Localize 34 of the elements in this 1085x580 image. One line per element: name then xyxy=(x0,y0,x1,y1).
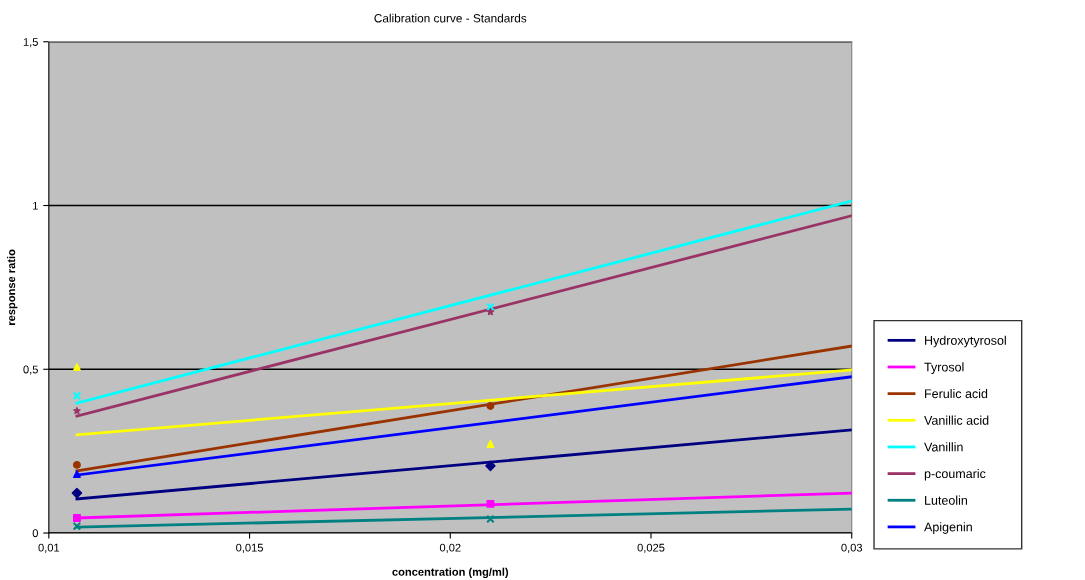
legend-label: p-coumaric xyxy=(924,468,986,481)
point xyxy=(72,470,81,479)
point xyxy=(485,460,496,472)
x-tick-label: 0,03 xyxy=(841,543,863,553)
point xyxy=(72,363,81,371)
point xyxy=(486,499,495,508)
legend-label: Luteolin xyxy=(925,495,968,505)
legend-label: Tyrosol xyxy=(924,362,964,374)
legend-label: Ferulic acid xyxy=(925,388,988,399)
y-tick-label: 0,5 xyxy=(23,365,38,375)
x-tick-label: 0,02 xyxy=(439,543,461,553)
y-tick-label: 1 xyxy=(33,201,38,210)
point xyxy=(71,487,83,499)
point xyxy=(72,460,81,469)
point xyxy=(72,391,82,401)
legend-label: Apigenin xyxy=(924,522,972,534)
legend-label: Vanillic acid xyxy=(924,415,989,425)
y-tick-label: 1,5 xyxy=(23,38,38,48)
point xyxy=(73,406,81,415)
point xyxy=(486,401,495,410)
point xyxy=(486,514,495,524)
point xyxy=(486,308,495,316)
x-tick-label: 0,015 xyxy=(236,543,263,553)
y-tick-label: 0 xyxy=(32,529,38,538)
x-tick-label: 0,01 xyxy=(38,543,60,553)
x-tick-label: 0,025 xyxy=(637,543,665,553)
legend-label: Vanillin xyxy=(924,442,963,452)
point xyxy=(486,439,495,448)
legend-label: Hydroxytyrosol xyxy=(925,335,1006,348)
x-axis-title: concentration (mg/ml) xyxy=(392,567,509,579)
chart-title: Calibration curve - Standards xyxy=(374,13,527,23)
y-axis-title: response ratio xyxy=(7,249,18,325)
point xyxy=(486,302,495,312)
point xyxy=(72,514,81,522)
